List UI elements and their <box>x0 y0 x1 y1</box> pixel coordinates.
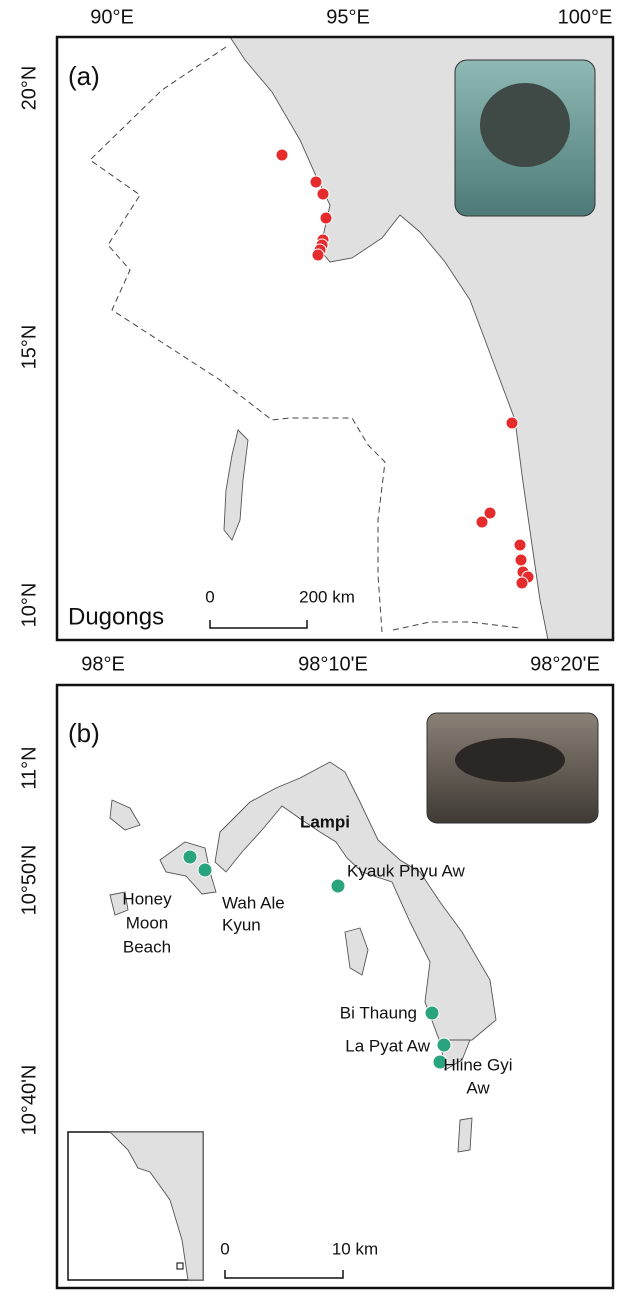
y-tick-label: 20°N <box>18 66 40 111</box>
site <box>425 1006 439 1020</box>
place-label: Hline Gyi <box>444 1055 513 1074</box>
place-label: La Pyat Aw <box>345 1036 430 1055</box>
sighting <box>514 539 526 551</box>
y-tick-label: 11°N <box>18 746 40 789</box>
x-tick-label: 98°20'E <box>530 653 600 675</box>
sighting <box>506 417 518 429</box>
panel-b: 98°E 98°10'E 98°20'E 11°N 10°50'N 10°40'… <box>18 653 613 1288</box>
y-tick-label: 10°50'N <box>18 845 40 916</box>
sighting <box>317 188 329 200</box>
panel-label: (a) <box>68 61 100 91</box>
dugong-photo-subject <box>480 83 570 167</box>
place-label: Kyauk Phyu Aw <box>347 861 466 880</box>
scale-label: 200 km <box>299 587 355 606</box>
place-label: Honey <box>122 889 172 908</box>
y-tick-label: 15°N <box>18 325 40 370</box>
x-tick-label: 98°10'E <box>298 653 368 675</box>
sighting <box>476 516 488 528</box>
panel-a: 90°E 95°E 100°E 20°N 15°N 10°N (a) Dugon… <box>18 6 613 640</box>
place-label: Beach <box>123 937 171 956</box>
turtle-photo-subject <box>455 738 565 782</box>
x-tick-label: 100°E <box>558 6 613 28</box>
place-label: Aw <box>466 1078 490 1097</box>
legend-label: Dugongs <box>68 603 164 630</box>
sighting <box>320 212 332 224</box>
islet <box>458 1118 472 1152</box>
sighting <box>276 149 288 161</box>
sighting <box>310 176 322 188</box>
figure: 90°E 95°E 100°E 20°N 15°N 10°N (a) Dugon… <box>0 0 626 1293</box>
place-label: Moon <box>126 913 169 932</box>
sighting <box>515 554 527 566</box>
sighting <box>312 249 324 261</box>
x-tick-label: 98°E <box>81 653 125 675</box>
scale-label: 0 <box>205 587 214 606</box>
place-label: Lampi <box>300 812 350 831</box>
scale-label: 10 km <box>332 1239 378 1258</box>
site <box>437 1038 451 1052</box>
y-tick-label: 10°40'N <box>18 1065 40 1136</box>
x-tick-label: 90°E <box>90 6 134 28</box>
x-tick-label: 95°E <box>326 6 370 28</box>
panel-label: (b) <box>68 718 100 748</box>
site <box>331 879 345 893</box>
place-label: Wah Ale <box>222 893 285 912</box>
place-label: Bi Thaung <box>340 1003 417 1022</box>
y-tick-label: 10°N <box>18 583 40 628</box>
sighting <box>516 577 528 589</box>
scale-label: 0 <box>220 1239 229 1258</box>
place-label: Kyun <box>222 915 261 934</box>
site <box>198 863 212 877</box>
site <box>183 850 197 864</box>
